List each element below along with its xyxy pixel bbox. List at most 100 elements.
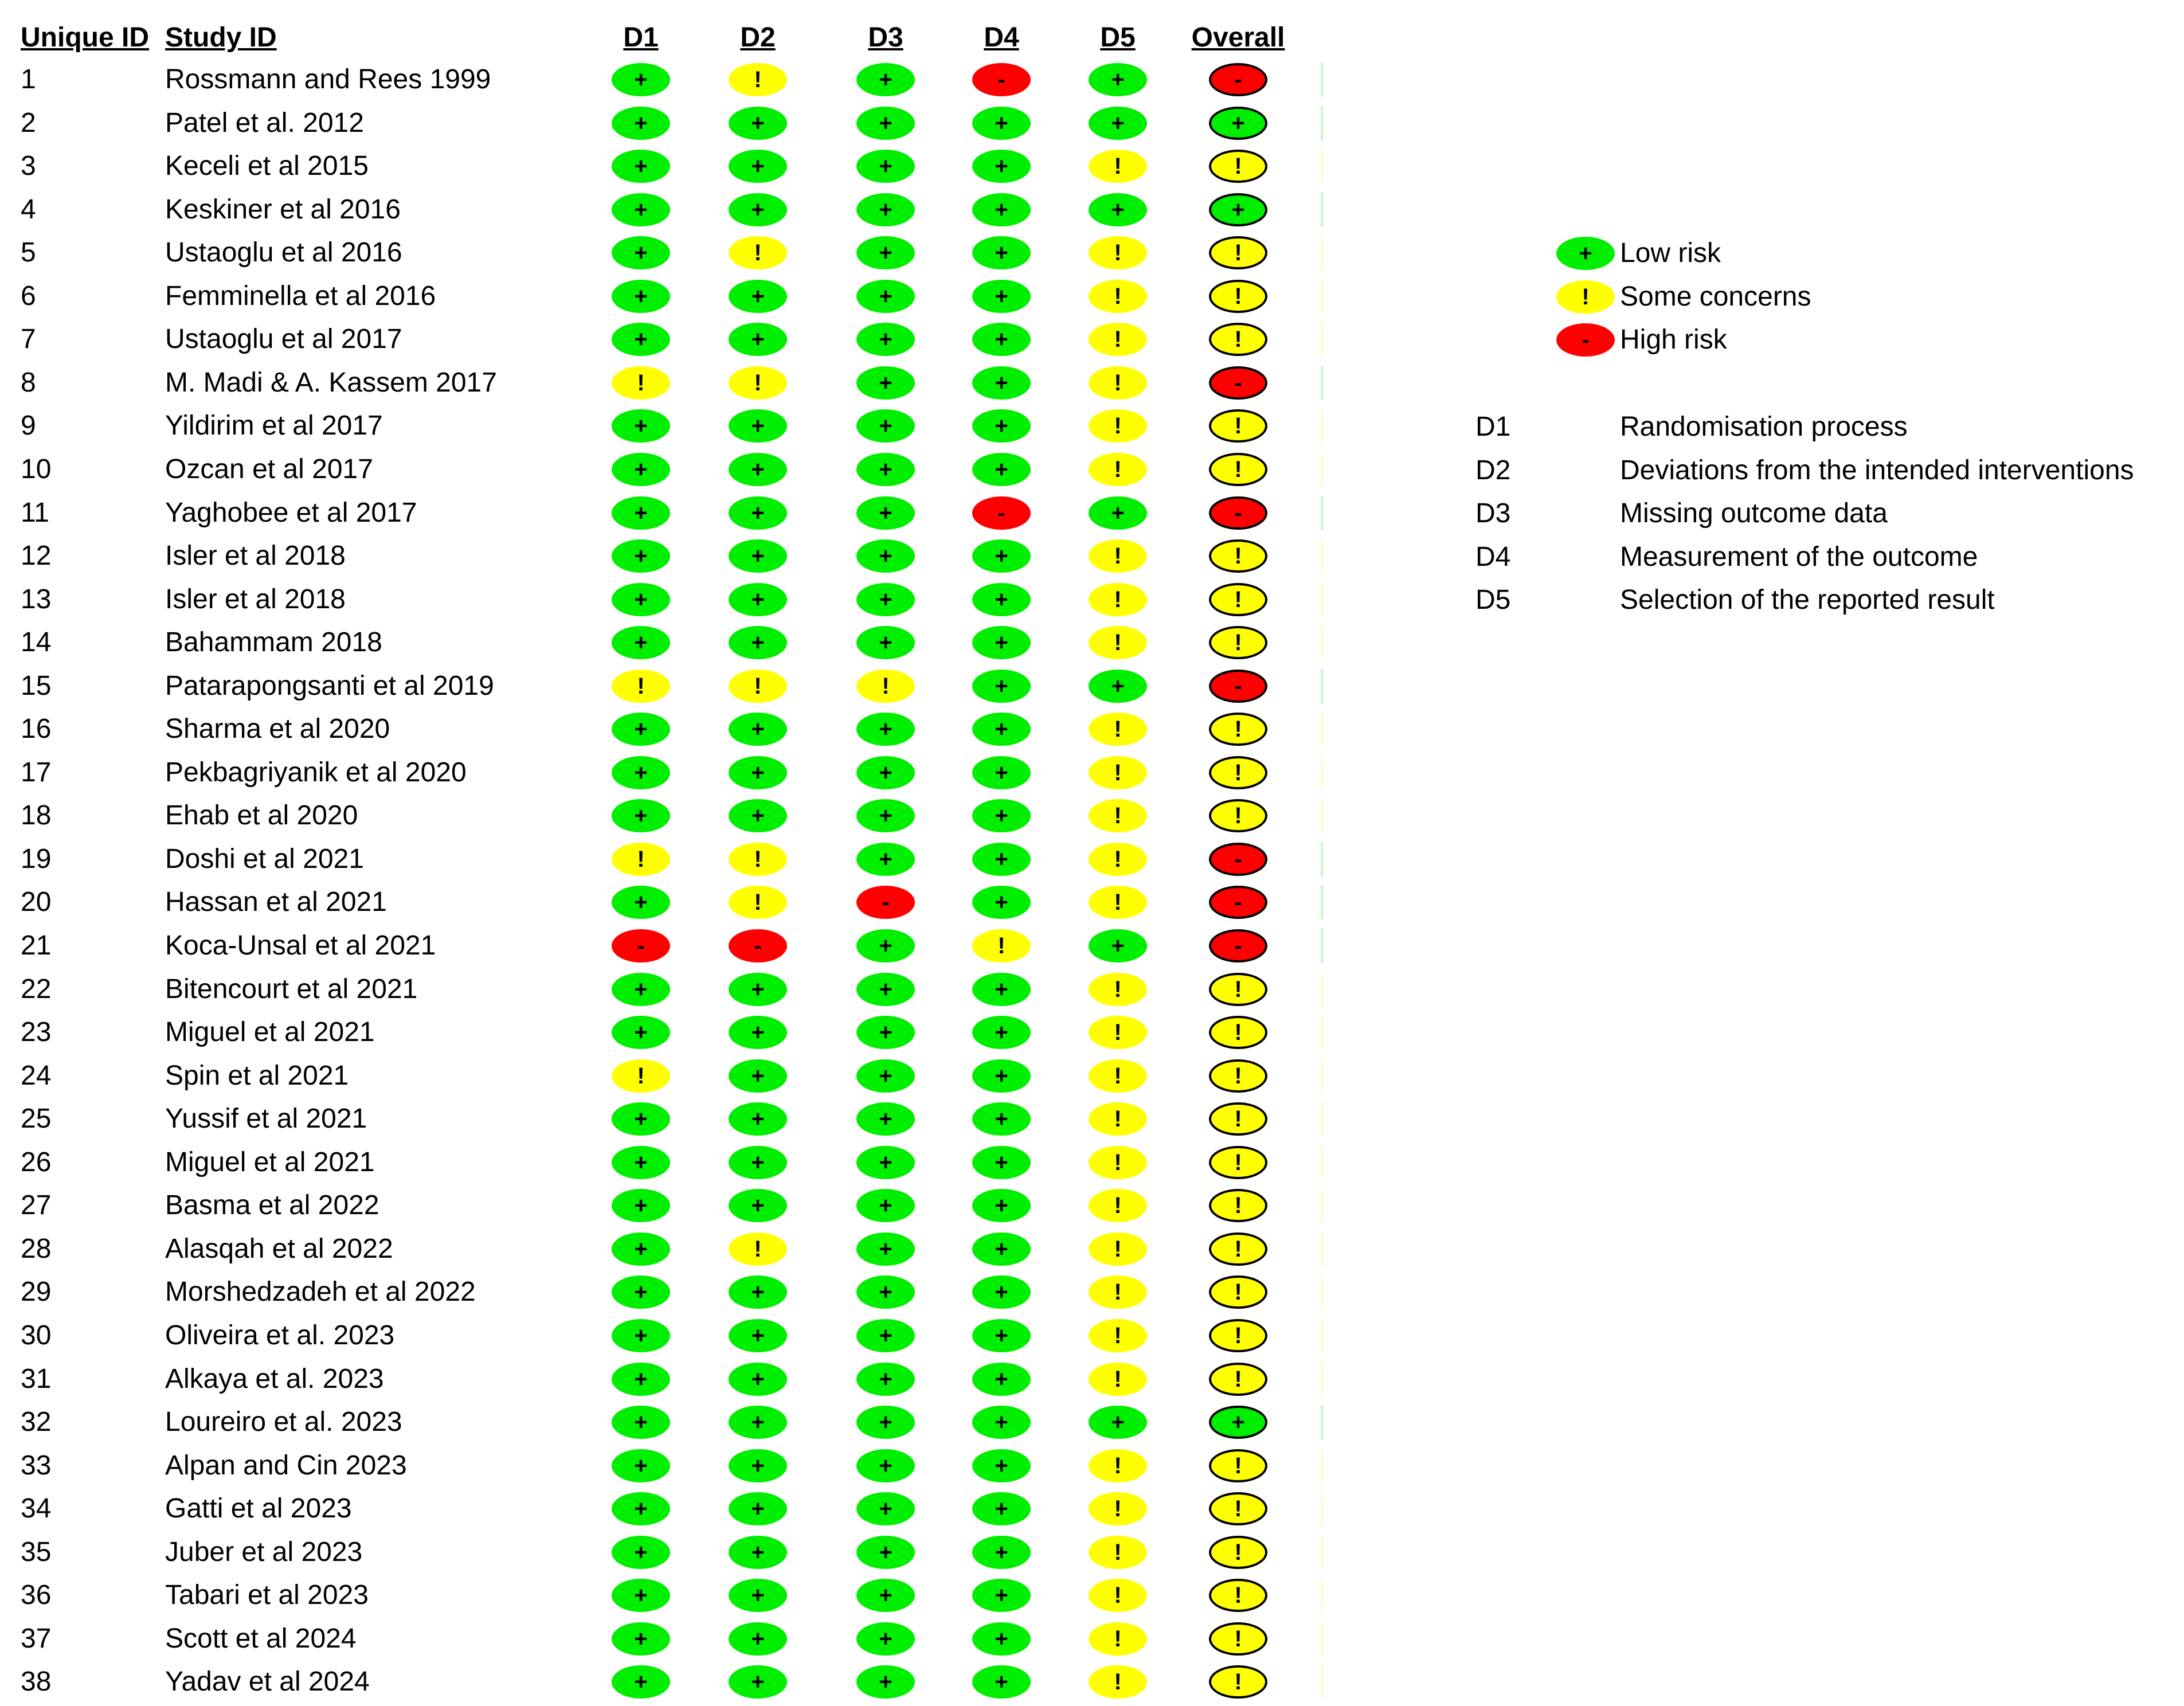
overall-judgement: ! xyxy=(1209,583,1267,616)
judgement-symbol: + xyxy=(995,1150,1008,1175)
judgement-symbol: + xyxy=(634,1106,648,1132)
study-id-cell: Femminella et al 2016 xyxy=(165,281,436,311)
domain-judgement-d1: + xyxy=(612,496,670,530)
overall-judgement: + xyxy=(1209,1406,1267,1439)
domain-key-code: D1 xyxy=(1475,412,1511,442)
unique-id-cell: 4 xyxy=(21,194,36,225)
domain-judgement-d5: ! xyxy=(1089,1146,1147,1179)
judgement-symbol: + xyxy=(995,760,1008,785)
domain-judgement-d4: ! xyxy=(972,929,1031,962)
overall-judgement: ! xyxy=(1209,1146,1267,1179)
study-id-cell: Juber et al 2023 xyxy=(165,1537,363,1567)
domain-judgement-d5: + xyxy=(1089,496,1147,530)
judgement-symbol: ! xyxy=(1234,543,1242,569)
judgement-symbol: + xyxy=(879,587,893,612)
judgement-symbol: + xyxy=(879,1626,893,1652)
domain-judgement-d5: ! xyxy=(1089,539,1147,573)
judgement-symbol: + xyxy=(634,760,648,785)
domain-judgement-d2: ! xyxy=(729,366,787,400)
judgement-symbol: + xyxy=(634,717,648,742)
unique-id-cell: 24 xyxy=(21,1061,52,1091)
study-id-cell: Miguel et al 2021 xyxy=(165,1147,375,1177)
domain-judgement-d3: + xyxy=(856,843,915,876)
judgement-symbol: ! xyxy=(1114,1063,1122,1089)
domain-judgement-d2: + xyxy=(729,1319,787,1352)
judgement-symbol: ! xyxy=(1234,154,1242,179)
domain-judgement-d3: + xyxy=(856,1363,915,1396)
domain-judgement-d3: + xyxy=(856,799,915,832)
judgement-symbol: - xyxy=(997,500,1005,526)
domain-header-d1: D1 xyxy=(623,22,659,53)
judgement-symbol: + xyxy=(751,1626,765,1652)
unique-id-cell: 25 xyxy=(21,1104,52,1134)
domain-judgement-d3: + xyxy=(856,1622,915,1656)
overall-judgement: - xyxy=(1209,929,1267,962)
domain-judgement-d3: + xyxy=(856,539,915,573)
judgement-symbol: + xyxy=(751,1453,765,1478)
judgement-symbol: + xyxy=(995,1669,1008,1695)
judgement-symbol: + xyxy=(751,284,765,309)
domain-judgement-d1: + xyxy=(612,886,670,919)
judgement-symbol: + xyxy=(634,1280,648,1305)
judgement-symbol: - xyxy=(1234,933,1242,958)
unique-id-cell: 17 xyxy=(21,757,52,788)
domain-judgement-d3: + xyxy=(856,366,915,400)
domain-judgement-d4: + xyxy=(972,843,1031,876)
judgement-symbol: ! xyxy=(1582,284,1590,310)
domain-judgement-d1: + xyxy=(612,453,670,486)
overall-judgement: ! xyxy=(1209,1449,1267,1482)
unique-id-cell: 19 xyxy=(21,844,52,874)
study-id-cell: Isler et al 2018 xyxy=(165,541,346,571)
domain-judgement-d2: + xyxy=(729,323,787,356)
domain-judgement-d4: + xyxy=(972,323,1031,356)
judgement-symbol: + xyxy=(634,1583,648,1608)
judgement-symbol: + xyxy=(879,1540,893,1565)
judgement-symbol: - xyxy=(637,933,645,958)
judgement-symbol: + xyxy=(634,1150,648,1175)
domain-judgement-d1: + xyxy=(612,626,670,659)
judgement-symbol: + xyxy=(1111,674,1125,699)
judgement-symbol: - xyxy=(1234,500,1242,526)
judgement-symbol: + xyxy=(751,630,765,655)
judgement-symbol: + xyxy=(751,327,765,352)
judgement-symbol: ! xyxy=(1114,1496,1122,1521)
judgement-symbol: + xyxy=(995,674,1008,699)
domain-key-description: Selection of the reported result xyxy=(1620,585,1995,615)
domain-judgement-d5: ! xyxy=(1089,453,1147,486)
row-divider xyxy=(1321,452,1323,487)
domain-judgement-d5: ! xyxy=(1089,1536,1147,1569)
judgement-symbol: ! xyxy=(1234,1280,1242,1305)
judgement-symbol: ! xyxy=(1234,1020,1242,1045)
judgement-symbol: + xyxy=(879,457,893,482)
study-id-cell: Yaghobee et al 2017 xyxy=(165,498,417,528)
domain-judgement-d4: + xyxy=(972,1492,1031,1525)
judgement-symbol: + xyxy=(995,1063,1008,1089)
domain-judgement-d2: + xyxy=(729,193,787,226)
domain-judgement-d2: + xyxy=(729,1016,787,1049)
judgement-symbol: + xyxy=(995,1323,1008,1348)
domain-judgement-d4: + xyxy=(972,670,1031,703)
judgement-symbol: + xyxy=(751,500,765,526)
domain-judgement-d4: + xyxy=(972,1059,1031,1093)
judgement-symbol: + xyxy=(634,67,648,92)
row-divider xyxy=(1321,1145,1323,1180)
domain-judgement-d2: + xyxy=(729,1449,787,1482)
domain-judgement-d2: + xyxy=(729,280,787,313)
domain-judgement-d4: + xyxy=(972,366,1031,400)
judgement-symbol: ! xyxy=(1114,1540,1122,1565)
domain-judgement-d1: + xyxy=(612,1449,670,1482)
domain-judgement-d5: ! xyxy=(1089,366,1147,400)
unique-id-cell: 9 xyxy=(21,410,36,441)
row-divider xyxy=(1321,1232,1323,1266)
domain-judgement-d1: + xyxy=(612,539,670,573)
unique-id-cell: 35 xyxy=(21,1537,52,1567)
judgement-symbol: + xyxy=(634,413,648,439)
judgement-symbol: + xyxy=(1579,241,1592,266)
domain-judgement-d2: + xyxy=(729,1406,787,1439)
row-divider xyxy=(1321,582,1323,617)
domain-judgement-d5: ! xyxy=(1089,843,1147,876)
row-divider xyxy=(1321,279,1323,314)
judgement-symbol: ! xyxy=(1114,803,1122,828)
unique-id-cell: 37 xyxy=(21,1623,52,1654)
judgement-symbol: + xyxy=(995,1106,1008,1132)
